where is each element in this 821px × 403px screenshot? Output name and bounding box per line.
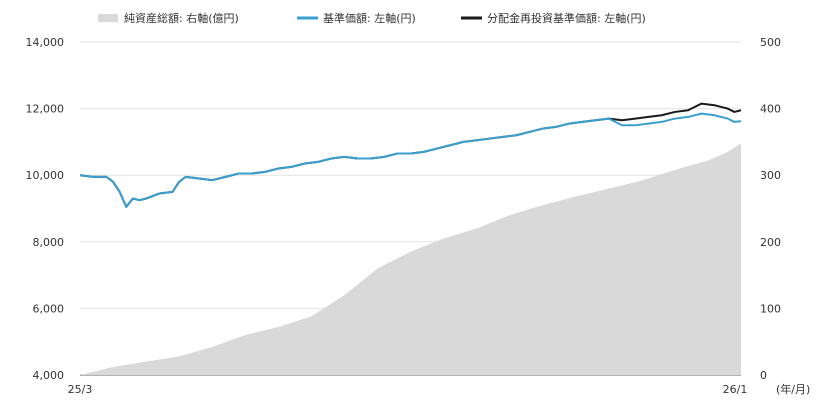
right-tick-label: 300 [760, 169, 781, 182]
right-tick-label: 0 [760, 369, 767, 382]
x-tick-start: 25/3 [68, 383, 93, 396]
right-tick-label: 100 [760, 302, 781, 315]
right-tick-label: 200 [760, 236, 781, 249]
left-tick-label: 12,000 [26, 103, 65, 116]
left-tick-label: 4,000 [33, 369, 65, 382]
net-assets-area [80, 143, 741, 375]
left-tick-label: 14,000 [26, 36, 65, 49]
x-tick-end: 26/1 [723, 383, 748, 396]
left-tick-label: 6,000 [33, 302, 65, 315]
legend: 純資産総額: 右軸(億円) 基準価額: 左軸(円) 分配金再投資基準価額: 左軸… [98, 11, 646, 25]
left-tick-label: 10,000 [26, 169, 65, 182]
left-axis-ticks: 4,000 6,000 8,000 10,000 12,000 14,000 [26, 36, 65, 382]
legend-label-net-assets: 純資産総額: 右軸(億円) [124, 11, 239, 25]
legend-label-nav: 基準価額: 左軸(円) [323, 11, 416, 25]
right-tick-label: 500 [760, 36, 781, 49]
x-axis-label: (年/月) [776, 382, 810, 396]
nav-line [79, 112, 742, 208]
right-tick-label: 400 [760, 103, 781, 116]
left-tick-label: 8,000 [33, 236, 65, 249]
right-axis-ticks: 0 100 200 300 400 500 [760, 36, 781, 382]
legend-label-reinvested-nav: 分配金再投資基準価額: 左軸(円) [487, 11, 646, 25]
net-assets-area-layer [80, 143, 741, 375]
nav-lines-layer [79, 102, 742, 208]
legend-swatch-net-assets [98, 14, 118, 22]
